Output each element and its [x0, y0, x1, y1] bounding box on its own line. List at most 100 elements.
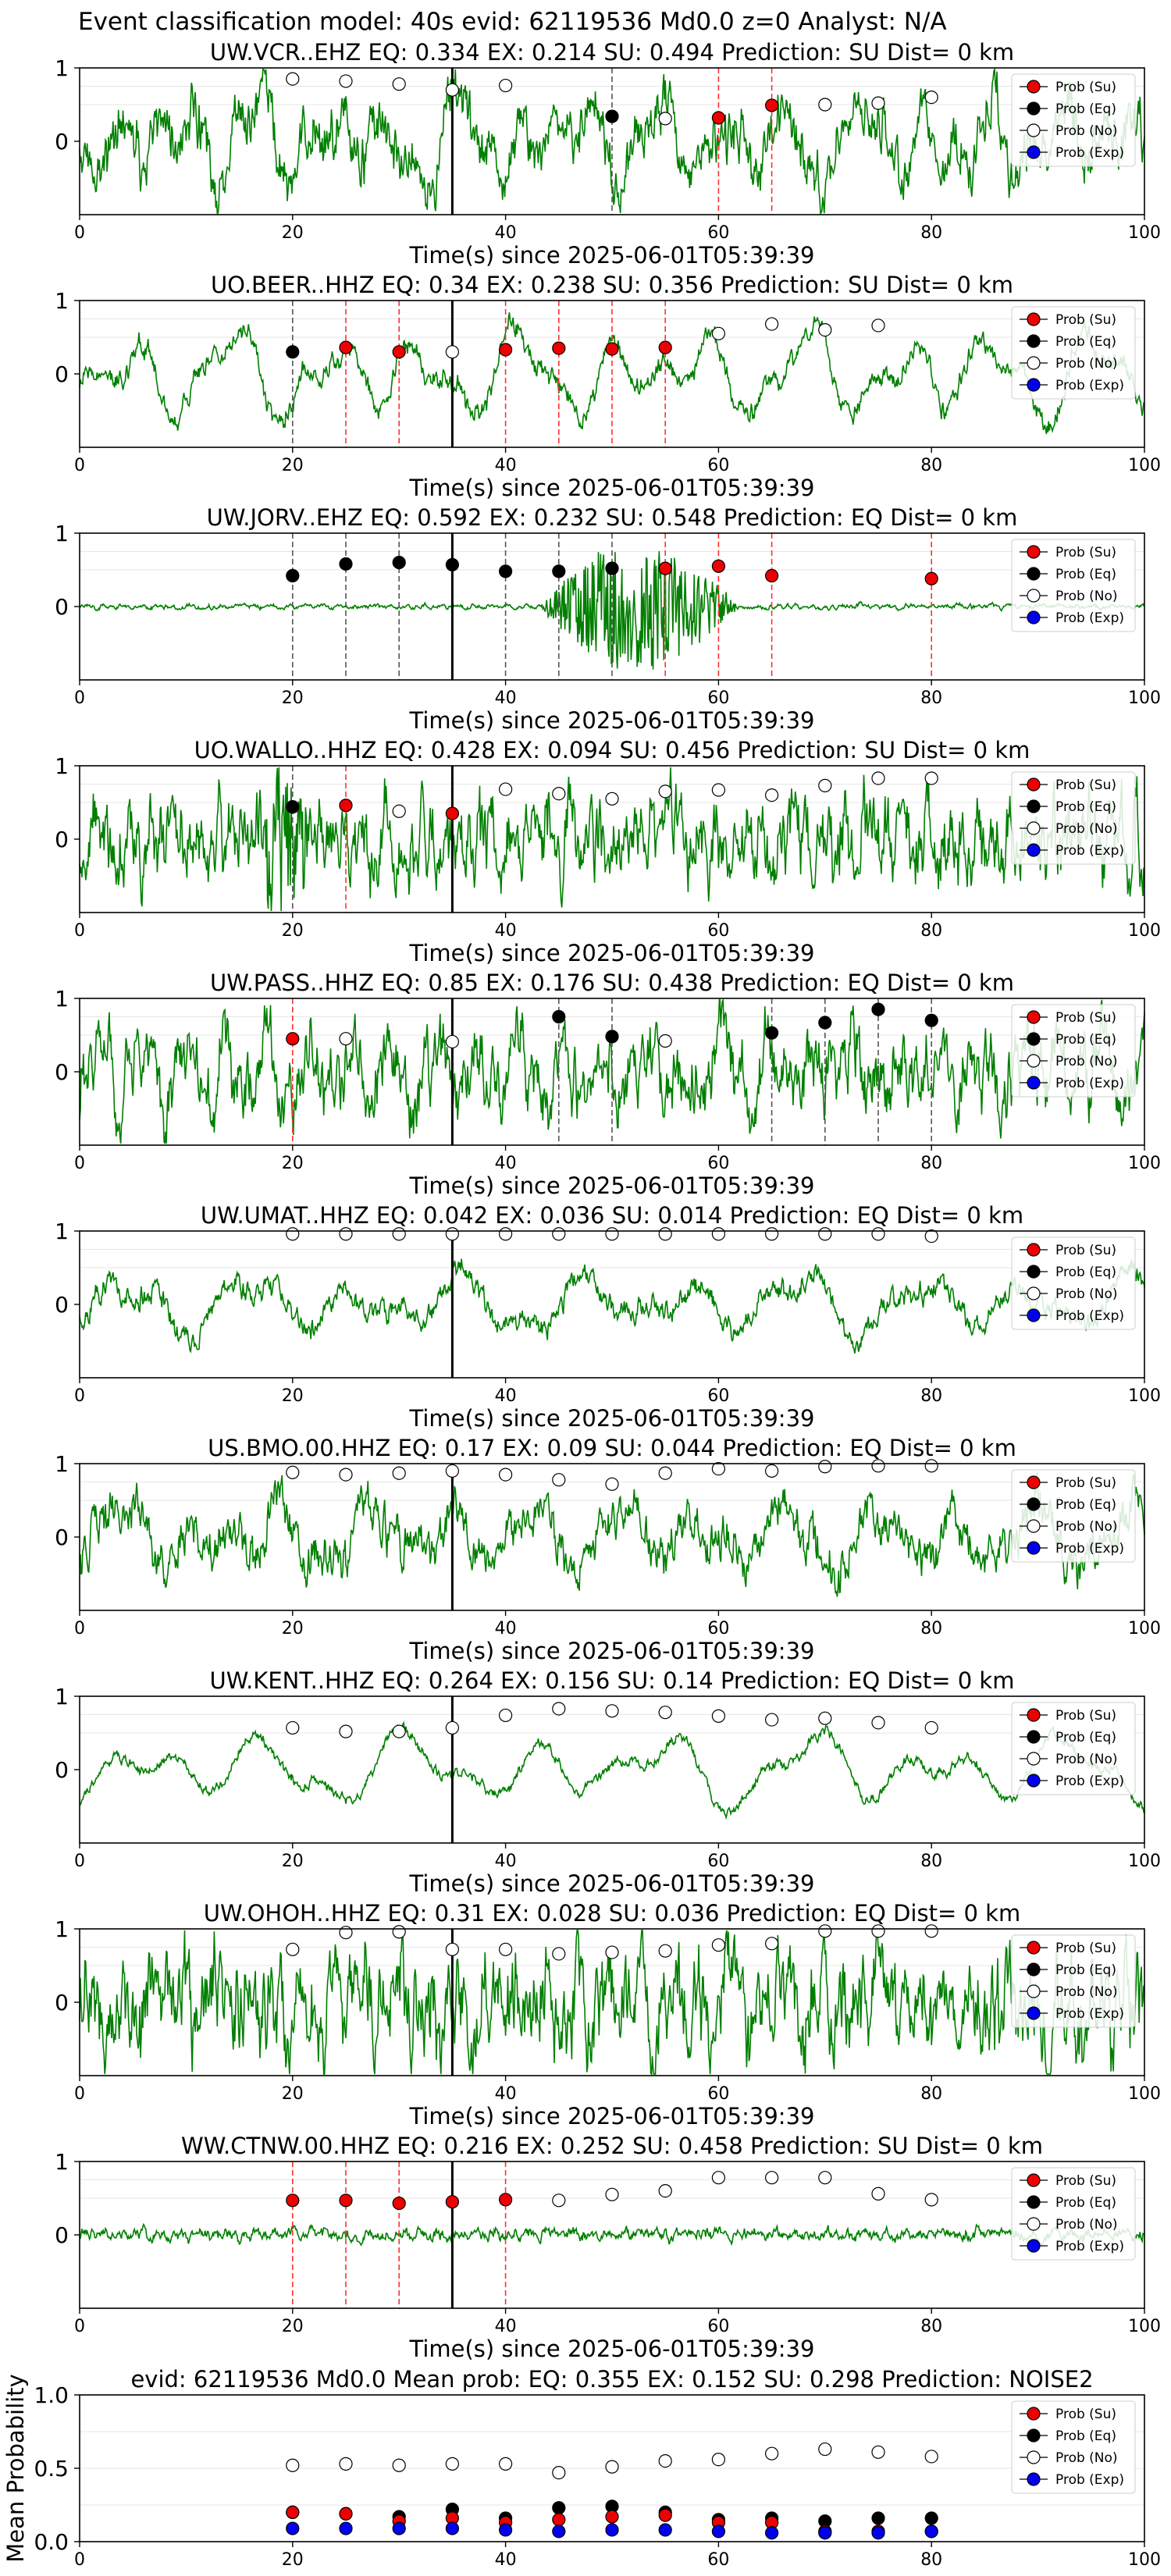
legend-marker: [1027, 567, 1041, 581]
x-tick-label: 20: [282, 2084, 304, 2104]
station-panel-3: UW.JORV..EHZ EQ: 0.592 EX: 0.232 SU: 0.5…: [55, 504, 1161, 734]
prob-marker-probno: [711, 1227, 726, 1241]
y-tick-label: 0: [55, 361, 69, 387]
prob-marker-probexp: [764, 2526, 779, 2540]
legend-label: Prob (Su): [1055, 1475, 1116, 1491]
x-tick-label: 100: [1128, 2084, 1161, 2104]
legend-label: Prob (Su): [1055, 1941, 1116, 1956]
x-axis-label: Time(s) since 2025-06-01T05:39:39: [409, 940, 815, 966]
x-tick-label: 100: [1128, 456, 1161, 475]
x-tick-label: 100: [1128, 1619, 1161, 1638]
prob-marker-probno: [818, 2442, 832, 2457]
prob-marker-probno: [339, 1724, 353, 1738]
legend-marker: [1027, 610, 1041, 624]
x-tick-label: 80: [920, 2084, 942, 2104]
y-tick-label: 1: [55, 55, 69, 81]
prob-marker-probno: [286, 2458, 300, 2472]
legend-marker: [1027, 1475, 1041, 1489]
legend-label: Prob (Eq): [1055, 799, 1116, 815]
legend-marker: [1027, 821, 1041, 835]
prob-marker-probeq: [871, 2511, 885, 2525]
x-tick-label: 100: [1128, 223, 1161, 243]
prob-marker-probno: [339, 1468, 353, 1482]
legend-label: Prob (Exp): [1055, 1076, 1124, 1091]
prob-marker-probno: [286, 1465, 300, 1479]
prob-marker-probno: [818, 1711, 832, 1725]
legend-box: [1011, 539, 1136, 632]
prob-marker-probexp: [445, 2521, 460, 2535]
legend-label: Prob (No): [1055, 2217, 1118, 2233]
legend-label: Prob (Su): [1055, 1708, 1116, 1724]
x-tick-label: 80: [920, 921, 942, 941]
legend-marker: [1027, 2239, 1041, 2253]
x-tick-label: 20: [282, 1619, 304, 1638]
panel-title: UW.JORV..EHZ EQ: 0.592 EX: 0.232 SU: 0.5…: [207, 504, 1018, 531]
x-tick-label: 20: [282, 1154, 304, 1173]
legend-label: Prob (Su): [1055, 777, 1116, 793]
prob-marker-probno: [605, 1704, 619, 1718]
legend-label: Prob (Su): [1055, 312, 1116, 328]
prob-marker-probno: [764, 2171, 779, 2185]
x-axis-label: Time(s) since 2025-06-01T05:39:39: [409, 1870, 815, 1897]
prob-marker-probno: [871, 96, 885, 110]
prob-marker-probno: [924, 1720, 938, 1735]
x-tick-label: 80: [920, 1852, 942, 1871]
prob-marker-probexp: [818, 2526, 832, 2540]
prob-marker-probno: [552, 1947, 566, 1961]
x-tick-label: 60: [707, 2550, 729, 2570]
legend-label: Prob (Su): [1055, 2173, 1116, 2189]
prob-marker-probsu: [764, 98, 779, 112]
panel-title: UO.WALLO..HHZ EQ: 0.428 EX: 0.094 SU: 0.…: [194, 737, 1030, 763]
legend-label: Prob (Eq): [1055, 1497, 1116, 1513]
legend-marker: [1027, 1708, 1041, 1722]
y-tick-label: 0: [55, 1059, 69, 1085]
prob-marker-probno: [711, 1938, 726, 1952]
panel-title: UO.BEER..HHZ EQ: 0.34 EX: 0.238 SU: 0.35…: [211, 272, 1013, 298]
x-tick-label: 0: [74, 456, 85, 475]
legend-label: Prob (Su): [1055, 1243, 1116, 1258]
prob-marker-probsu: [286, 1032, 300, 1046]
x-tick-label: 40: [495, 1619, 517, 1638]
legend-marker: [1027, 356, 1041, 370]
prob-marker-probno: [924, 90, 938, 105]
legend-label: Prob (No): [1055, 123, 1118, 139]
prob-marker-probexp: [871, 2526, 885, 2540]
legend-label: Prob (No): [1055, 2450, 1118, 2466]
legend-marker: [1027, 101, 1041, 116]
prob-marker-probno: [286, 1720, 300, 1735]
prob-marker-probeq: [286, 800, 300, 814]
prob-marker-probno: [658, 2184, 672, 2198]
legend-label: Prob (Eq): [1055, 2195, 1116, 2211]
x-tick-label: 80: [920, 2317, 942, 2336]
prob-marker-probeq: [286, 568, 300, 583]
prob-marker-probno: [871, 771, 885, 785]
legend-box: [1011, 1004, 1136, 1098]
y-axis-label: Mean Probability: [2, 2374, 29, 2563]
x-tick-label: 100: [1128, 1386, 1161, 1406]
prob-marker-probno: [818, 1227, 832, 1241]
prob-marker-probno: [445, 1034, 460, 1049]
prob-marker-probno: [498, 1227, 513, 1241]
prob-marker-probeq: [552, 2501, 566, 2515]
prob-marker-probno: [711, 326, 726, 340]
legend-box: [1011, 73, 1136, 167]
waveform-trace: [79, 1930, 1145, 2076]
prob-marker-probno: [392, 1466, 406, 1480]
legend-marker: [1027, 2217, 1041, 2231]
panel-title: UW.OHOH..HHZ EQ: 0.31 EX: 0.028 SU: 0.03…: [204, 1900, 1020, 1927]
x-axis-label: Time(s) since 2025-06-01T05:39:39: [409, 475, 815, 501]
legend-marker: [1027, 1962, 1041, 1976]
prob-marker-probno: [818, 98, 832, 112]
prob-marker-probexp: [658, 2523, 672, 2537]
x-tick-label: 60: [707, 223, 729, 243]
prob-marker-probno: [658, 1466, 672, 1480]
prob-marker-probexp: [286, 2521, 300, 2535]
legend-marker: [1027, 1774, 1041, 1788]
prob-marker-probno: [764, 1464, 779, 1478]
x-tick-label: 0: [74, 223, 85, 243]
legend-label: Prob (Eq): [1055, 567, 1116, 582]
legend-marker: [1027, 1984, 1041, 1998]
x-tick-label: 80: [920, 688, 942, 708]
legend-marker: [1027, 312, 1041, 326]
prob-marker-probno: [818, 1924, 832, 1938]
